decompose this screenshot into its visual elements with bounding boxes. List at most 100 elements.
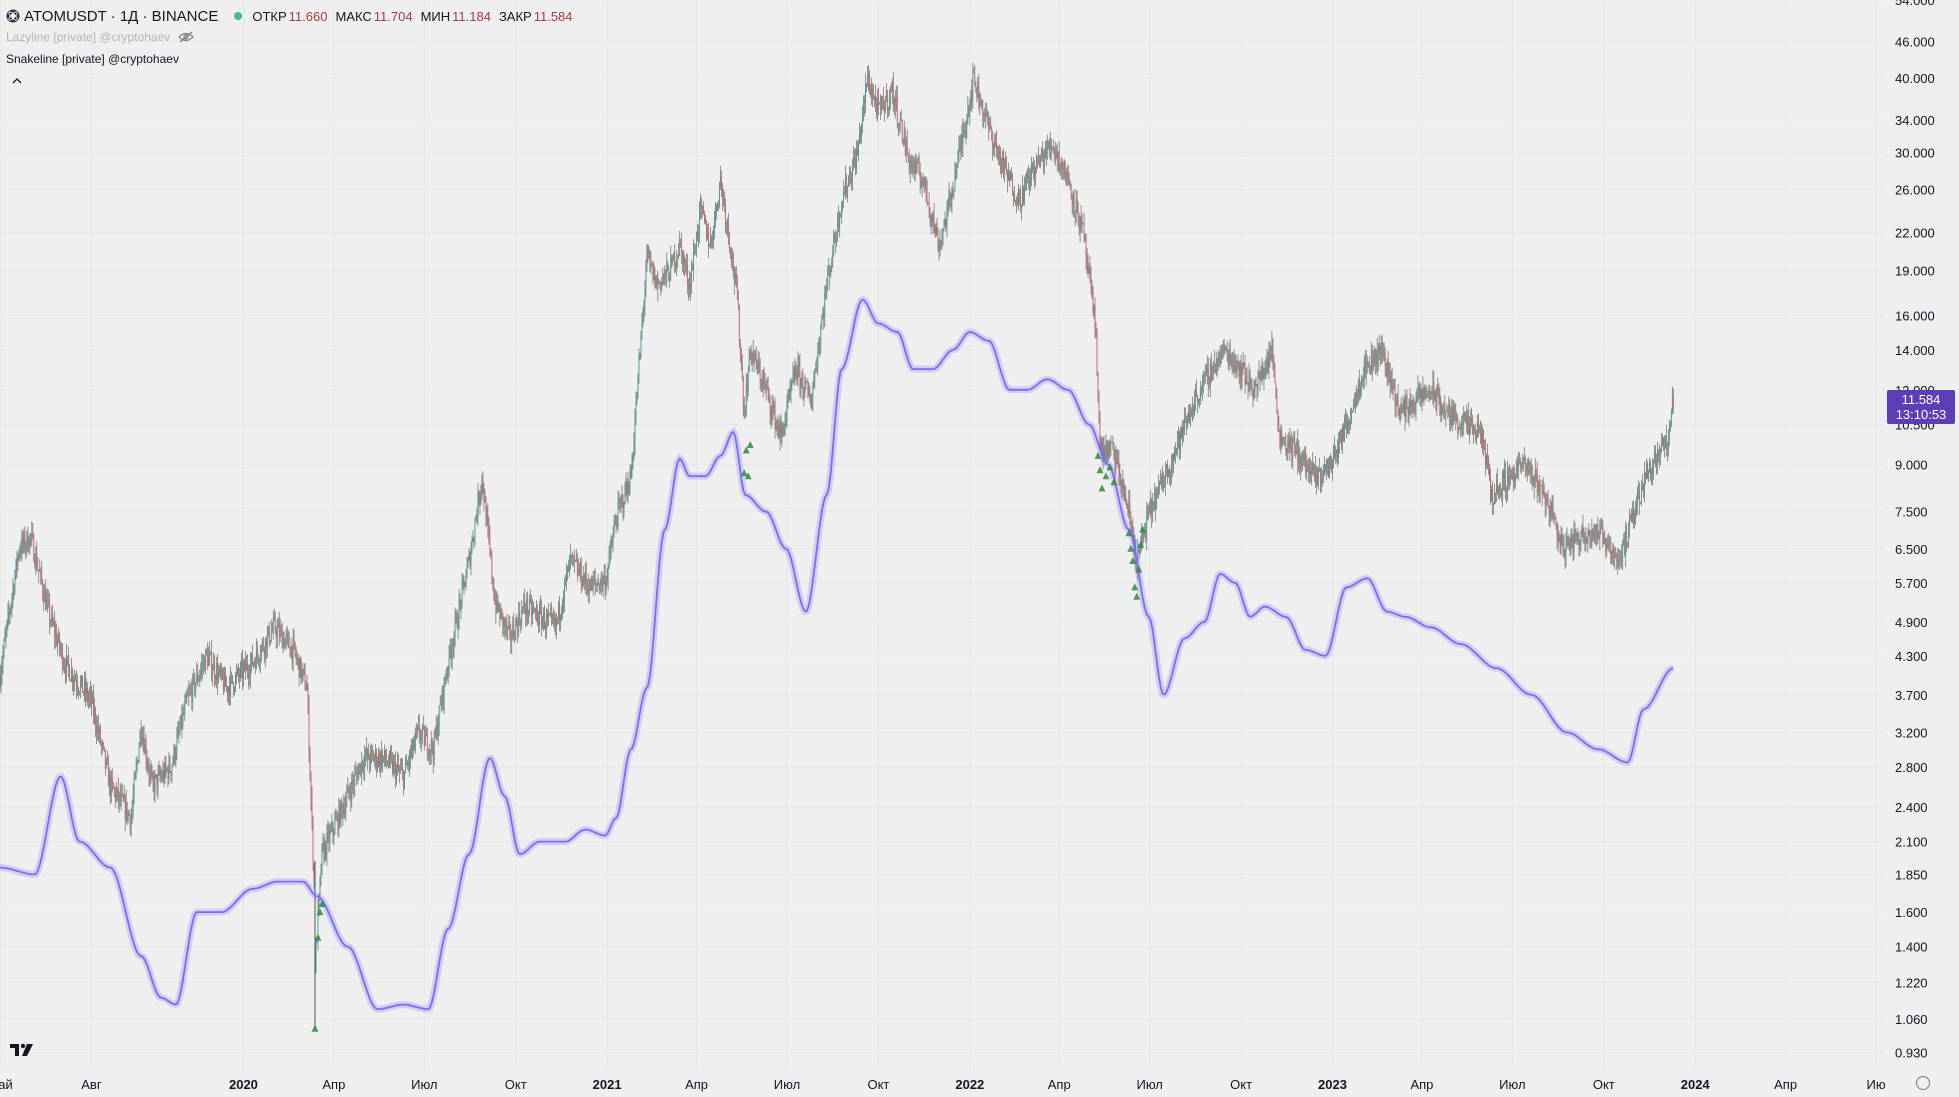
candle xyxy=(806,381,808,384)
indicator-lazyline-label[interactable]: Lazyline [private] @cryptohaev xyxy=(6,30,171,44)
symbol-title[interactable]: ATOMUSDT · 1Д · BINANCE xyxy=(24,7,219,25)
candle xyxy=(1221,343,1223,360)
candle xyxy=(1507,466,1509,491)
candle xyxy=(1084,233,1086,242)
candle xyxy=(1376,337,1378,377)
candle xyxy=(1534,457,1536,488)
candle xyxy=(1634,508,1635,529)
candle xyxy=(95,714,97,745)
price-axis-bg[interactable] xyxy=(1885,0,1959,1097)
candle xyxy=(1235,353,1237,379)
candle xyxy=(1515,458,1517,479)
candle xyxy=(510,623,512,654)
time-axis-bg[interactable] xyxy=(0,1070,1959,1097)
candle xyxy=(448,644,450,678)
candle xyxy=(529,594,531,617)
candle xyxy=(1230,353,1232,369)
settings-icon[interactable] xyxy=(1916,1076,1930,1090)
candle xyxy=(322,833,324,853)
candle xyxy=(801,371,803,389)
candle xyxy=(584,562,586,594)
candle xyxy=(1320,468,1321,494)
candle xyxy=(84,671,85,703)
candle xyxy=(412,736,414,758)
eye-hidden-icon[interactable] xyxy=(178,31,195,43)
time-axis[interactable]: МайАвг2020АпрИюлОкт2021АпрИюлОкт2022АпрИ… xyxy=(0,1070,1959,1097)
candle xyxy=(793,365,795,385)
candle xyxy=(1180,427,1181,459)
candle xyxy=(688,278,690,301)
candle xyxy=(1595,523,1597,546)
candle xyxy=(1439,387,1441,417)
candle xyxy=(921,176,923,198)
candle xyxy=(1325,464,1326,474)
candle xyxy=(516,614,518,627)
candle xyxy=(1481,422,1482,449)
tradingview-logo-icon[interactable] xyxy=(10,1040,38,1060)
candle xyxy=(1671,386,1673,415)
candle xyxy=(1516,455,1518,479)
candle xyxy=(278,611,280,646)
candle xyxy=(1367,361,1369,368)
candle xyxy=(250,652,252,673)
candle xyxy=(770,405,772,429)
candle xyxy=(99,723,101,746)
candle xyxy=(1558,530,1560,543)
candle xyxy=(876,96,877,120)
candle xyxy=(1372,350,1374,372)
candle xyxy=(411,738,413,761)
candle xyxy=(1604,529,1606,545)
candle xyxy=(80,675,81,699)
candle xyxy=(71,657,72,683)
candle xyxy=(1109,440,1111,458)
candle xyxy=(467,556,469,569)
candle xyxy=(1455,403,1457,431)
candle xyxy=(1567,535,1569,547)
candle xyxy=(1651,468,1652,486)
candle xyxy=(1159,480,1161,495)
candle xyxy=(250,651,251,689)
candle xyxy=(54,611,56,650)
candle xyxy=(1204,363,1206,384)
indicator-snakeline-label[interactable]: Snakeline [private] @cryptohaev xyxy=(6,52,179,66)
candle xyxy=(380,750,381,778)
candle xyxy=(472,530,474,543)
candle xyxy=(938,238,940,261)
candle xyxy=(986,102,988,118)
candle xyxy=(1631,508,1633,523)
candle xyxy=(307,683,309,715)
candle xyxy=(859,122,860,145)
candle xyxy=(1146,501,1148,551)
candle xyxy=(1315,456,1317,488)
candle xyxy=(1293,431,1295,444)
indicator-lazyline[interactable]: Lazyline [private] @cryptohaev xyxy=(6,26,581,48)
candle xyxy=(712,230,713,249)
indicator-snakeline[interactable]: Snakeline [private] @cryptohaev xyxy=(6,48,581,70)
candle xyxy=(1623,533,1625,547)
candle xyxy=(628,480,630,496)
symbol-row[interactable]: ATOMUSDT · 1Д · BINANCE ОТКР 11.660 МАКС… xyxy=(6,6,581,26)
candle xyxy=(306,674,308,691)
candle xyxy=(1068,172,1070,187)
candle xyxy=(1107,440,1109,463)
candle xyxy=(623,501,625,518)
candle xyxy=(244,658,245,673)
candle xyxy=(1063,158,1065,180)
candle xyxy=(1409,388,1411,416)
price-tick-label: 4.300 xyxy=(1895,649,1928,664)
candle xyxy=(850,166,851,184)
candle xyxy=(839,211,841,238)
time-tick-label: 2023 xyxy=(1318,1077,1347,1092)
candle xyxy=(1243,362,1245,369)
candle xyxy=(1156,486,1158,511)
signal-triangle-icon xyxy=(1106,463,1114,471)
candle xyxy=(192,673,194,712)
price-axis[interactable]: 54.00046.00040.00034.00030.00026.00022.0… xyxy=(1885,0,1959,1097)
candle xyxy=(842,200,844,213)
candle xyxy=(310,771,312,811)
candle xyxy=(1641,480,1642,507)
collapse-legend-button[interactable] xyxy=(6,72,28,90)
candle xyxy=(1346,411,1347,439)
candle xyxy=(453,630,455,658)
